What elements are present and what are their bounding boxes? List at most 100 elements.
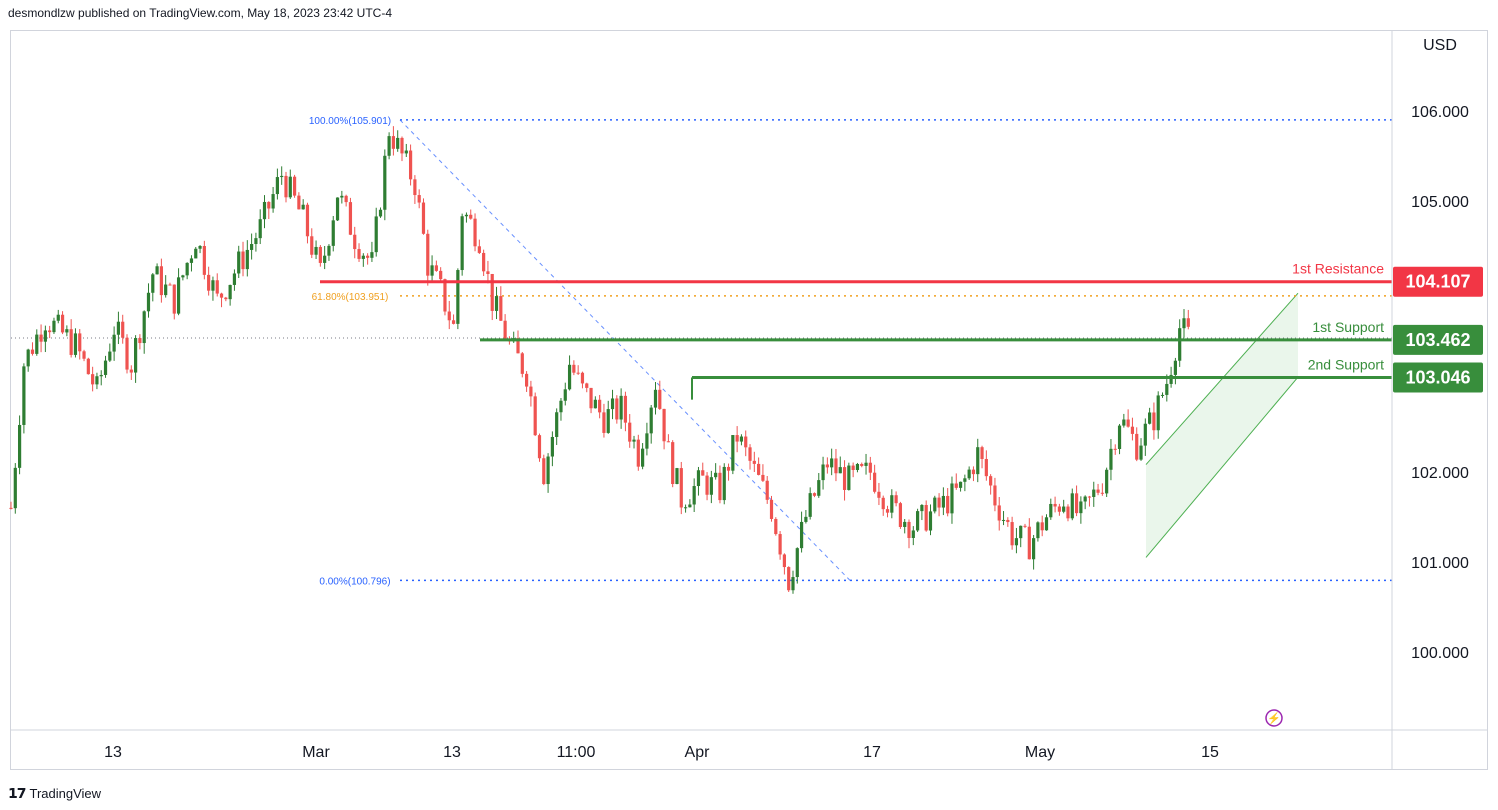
candle-body bbox=[1036, 522, 1040, 539]
candle-body bbox=[1186, 318, 1190, 327]
candle-body bbox=[464, 214, 469, 217]
candle-body bbox=[112, 334, 116, 352]
support-label: 2nd Support bbox=[1308, 356, 1384, 372]
candle-body bbox=[430, 265, 434, 276]
footer: 𝟭𝟳 TradingView bbox=[8, 785, 101, 802]
candle-body bbox=[357, 249, 361, 259]
x-tick-label: 13 bbox=[443, 744, 461, 761]
candle-body bbox=[709, 477, 713, 495]
candle-body bbox=[997, 505, 1001, 521]
candle-body bbox=[898, 503, 903, 527]
candle-body bbox=[56, 314, 60, 321]
candle-body bbox=[181, 275, 185, 278]
candle-body bbox=[688, 504, 692, 508]
candle-body bbox=[636, 439, 640, 467]
candle-body bbox=[757, 463, 761, 475]
candle-body bbox=[1148, 412, 1152, 424]
candle-body bbox=[237, 251, 241, 274]
candle-body bbox=[645, 433, 649, 449]
candle-body bbox=[490, 273, 494, 311]
candle-body bbox=[176, 277, 181, 314]
candle-body bbox=[963, 478, 967, 482]
candle-body bbox=[838, 467, 842, 474]
chart-frame[interactable] bbox=[10, 30, 1488, 770]
candle-body bbox=[817, 480, 821, 496]
ascending-channel bbox=[1145, 292, 1299, 558]
candle-body bbox=[1135, 433, 1139, 460]
candle-body bbox=[606, 409, 610, 433]
candle-body bbox=[666, 441, 670, 443]
candle-body bbox=[980, 447, 984, 459]
candle-body bbox=[1130, 426, 1135, 434]
candle-body bbox=[825, 464, 829, 468]
candle-body bbox=[1182, 318, 1186, 329]
candle-body bbox=[473, 218, 477, 247]
candle-body bbox=[808, 493, 812, 517]
candle-body bbox=[1169, 374, 1173, 384]
candle-body bbox=[598, 399, 602, 413]
candle-body bbox=[232, 273, 237, 285]
price-tag-label: 104.107 bbox=[1405, 272, 1470, 292]
candle-body bbox=[868, 462, 872, 473]
candle-body bbox=[1152, 412, 1156, 431]
candle-body bbox=[224, 297, 228, 300]
candle-body bbox=[168, 284, 172, 286]
x-tick-label: 17 bbox=[863, 744, 881, 761]
candle-body bbox=[280, 175, 284, 178]
candle-body bbox=[1057, 506, 1061, 512]
candle-body bbox=[366, 255, 370, 258]
support-label: 1st Support bbox=[1312, 319, 1384, 335]
candle-body bbox=[653, 389, 658, 408]
candle-body bbox=[417, 195, 421, 203]
candle-body bbox=[142, 311, 146, 344]
candle-body bbox=[207, 274, 211, 291]
candle-body bbox=[228, 284, 232, 300]
candle-body bbox=[726, 466, 731, 471]
candle-body bbox=[722, 466, 726, 501]
candle-body bbox=[989, 476, 993, 486]
x-tick-label: Apr bbox=[685, 744, 711, 761]
candle-body bbox=[86, 358, 90, 375]
price-tag bbox=[1393, 324, 1483, 355]
candle-body bbox=[1178, 328, 1182, 361]
candle-body bbox=[387, 136, 391, 156]
publisher-header: desmondlzw published on TradingView.com,… bbox=[8, 6, 392, 20]
candle-body bbox=[1117, 425, 1122, 450]
channel-fill bbox=[1146, 293, 1298, 558]
candle-body bbox=[890, 495, 894, 513]
candle-body bbox=[99, 374, 103, 377]
candle-body bbox=[13, 467, 17, 509]
candle-body bbox=[189, 258, 194, 263]
candle-body bbox=[765, 480, 769, 500]
candle-body bbox=[284, 175, 288, 198]
candle-body bbox=[297, 195, 301, 210]
candle-body bbox=[885, 509, 890, 513]
candle-body bbox=[241, 251, 245, 270]
candle-body bbox=[1074, 493, 1079, 514]
candle-body bbox=[211, 280, 215, 291]
candle-body bbox=[1092, 489, 1096, 497]
candle-body bbox=[35, 334, 39, 354]
candle-body bbox=[812, 493, 817, 496]
candle-body bbox=[1027, 526, 1031, 560]
candle-body bbox=[331, 220, 335, 246]
candle-body bbox=[1096, 489, 1100, 493]
candle-body bbox=[26, 349, 30, 367]
candle-body bbox=[920, 504, 924, 512]
candle-body bbox=[503, 320, 507, 341]
candle-body bbox=[705, 475, 709, 495]
candle-body bbox=[361, 255, 365, 259]
candle-body bbox=[546, 456, 550, 485]
candle-body bbox=[39, 334, 43, 342]
candle-body bbox=[619, 395, 623, 420]
candle-body bbox=[469, 214, 473, 219]
candle-body bbox=[967, 469, 971, 479]
candle-body bbox=[267, 201, 271, 209]
fib-label: 0.00%(100.796) bbox=[319, 576, 390, 587]
candle-body bbox=[615, 398, 619, 420]
candle-body bbox=[404, 150, 408, 154]
candle-body bbox=[984, 458, 988, 477]
candle-body bbox=[731, 435, 735, 471]
candle-body bbox=[593, 399, 597, 409]
